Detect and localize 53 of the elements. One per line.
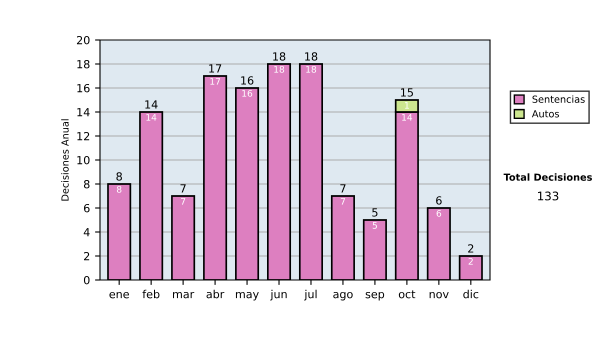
y-tick-label: 16 bbox=[77, 84, 90, 92]
y-tick-label: 2 bbox=[84, 252, 90, 260]
legend-label: Autos bbox=[532, 110, 560, 118]
total-label: 8 bbox=[116, 172, 122, 181]
total-label: 15 bbox=[401, 88, 413, 97]
data-label: 2 bbox=[468, 258, 473, 265]
data-label: 18 bbox=[274, 66, 284, 73]
y-tick-label: 10 bbox=[77, 156, 90, 164]
x-tick-label: abr bbox=[206, 290, 224, 298]
total-label: 18 bbox=[305, 52, 318, 61]
data-label: 14 bbox=[402, 114, 412, 121]
x-tick-label: ene bbox=[109, 292, 129, 298]
data-label: 7 bbox=[340, 198, 346, 205]
x-tick-label: nov bbox=[430, 292, 449, 298]
y-tick-label: 18 bbox=[77, 60, 90, 68]
x-tick-label: ago bbox=[333, 292, 353, 300]
total-label: 18 bbox=[273, 52, 286, 61]
y-tick-label: 20 bbox=[76, 36, 90, 44]
x-tick-label: feb bbox=[142, 290, 160, 298]
x-tick-label: jun bbox=[270, 290, 287, 300]
legend-label: Sentencias bbox=[532, 95, 585, 103]
y-tick-label: 4 bbox=[84, 228, 90, 236]
x-tick-label: mar bbox=[173, 292, 194, 298]
text: Total Decisiones bbox=[504, 173, 592, 181]
x-tick-label: oct bbox=[398, 290, 416, 298]
y-tick-label: 14 bbox=[77, 108, 90, 116]
y-tick-label: 0 bbox=[84, 276, 90, 284]
total-label: 17 bbox=[209, 64, 222, 72]
y-tick-label: 6 bbox=[84, 204, 90, 212]
data-label: 5 bbox=[372, 222, 377, 229]
data-label: 7 bbox=[180, 198, 186, 205]
y-axis-title: Decisiones Anual bbox=[61, 119, 69, 201]
text: 133 bbox=[538, 191, 558, 200]
total-label: 14 bbox=[145, 100, 158, 108]
total-label: 2 bbox=[468, 244, 474, 252]
data-label: 6 bbox=[436, 210, 442, 217]
y-tick-label: 12 bbox=[77, 132, 90, 140]
x-tick-label: dic bbox=[463, 290, 478, 298]
total-label: 7 bbox=[340, 184, 346, 192]
x-tick-label: may bbox=[236, 292, 259, 300]
total-label: 5 bbox=[372, 208, 378, 217]
total-label: 6 bbox=[436, 196, 442, 205]
data-label: 8 bbox=[116, 186, 122, 193]
total-label: 16 bbox=[241, 76, 254, 85]
y-tick-label: 8 bbox=[84, 180, 90, 188]
data-label: 1 bbox=[405, 102, 409, 109]
x-tick-label: jul bbox=[304, 290, 317, 300]
total-label: 7 bbox=[180, 184, 186, 192]
data-label: 16 bbox=[242, 90, 252, 97]
data-label: 14 bbox=[146, 114, 156, 121]
x-tick-label: sep bbox=[366, 292, 384, 300]
data-label: 18 bbox=[306, 66, 316, 73]
data-label: 17 bbox=[210, 78, 220, 85]
